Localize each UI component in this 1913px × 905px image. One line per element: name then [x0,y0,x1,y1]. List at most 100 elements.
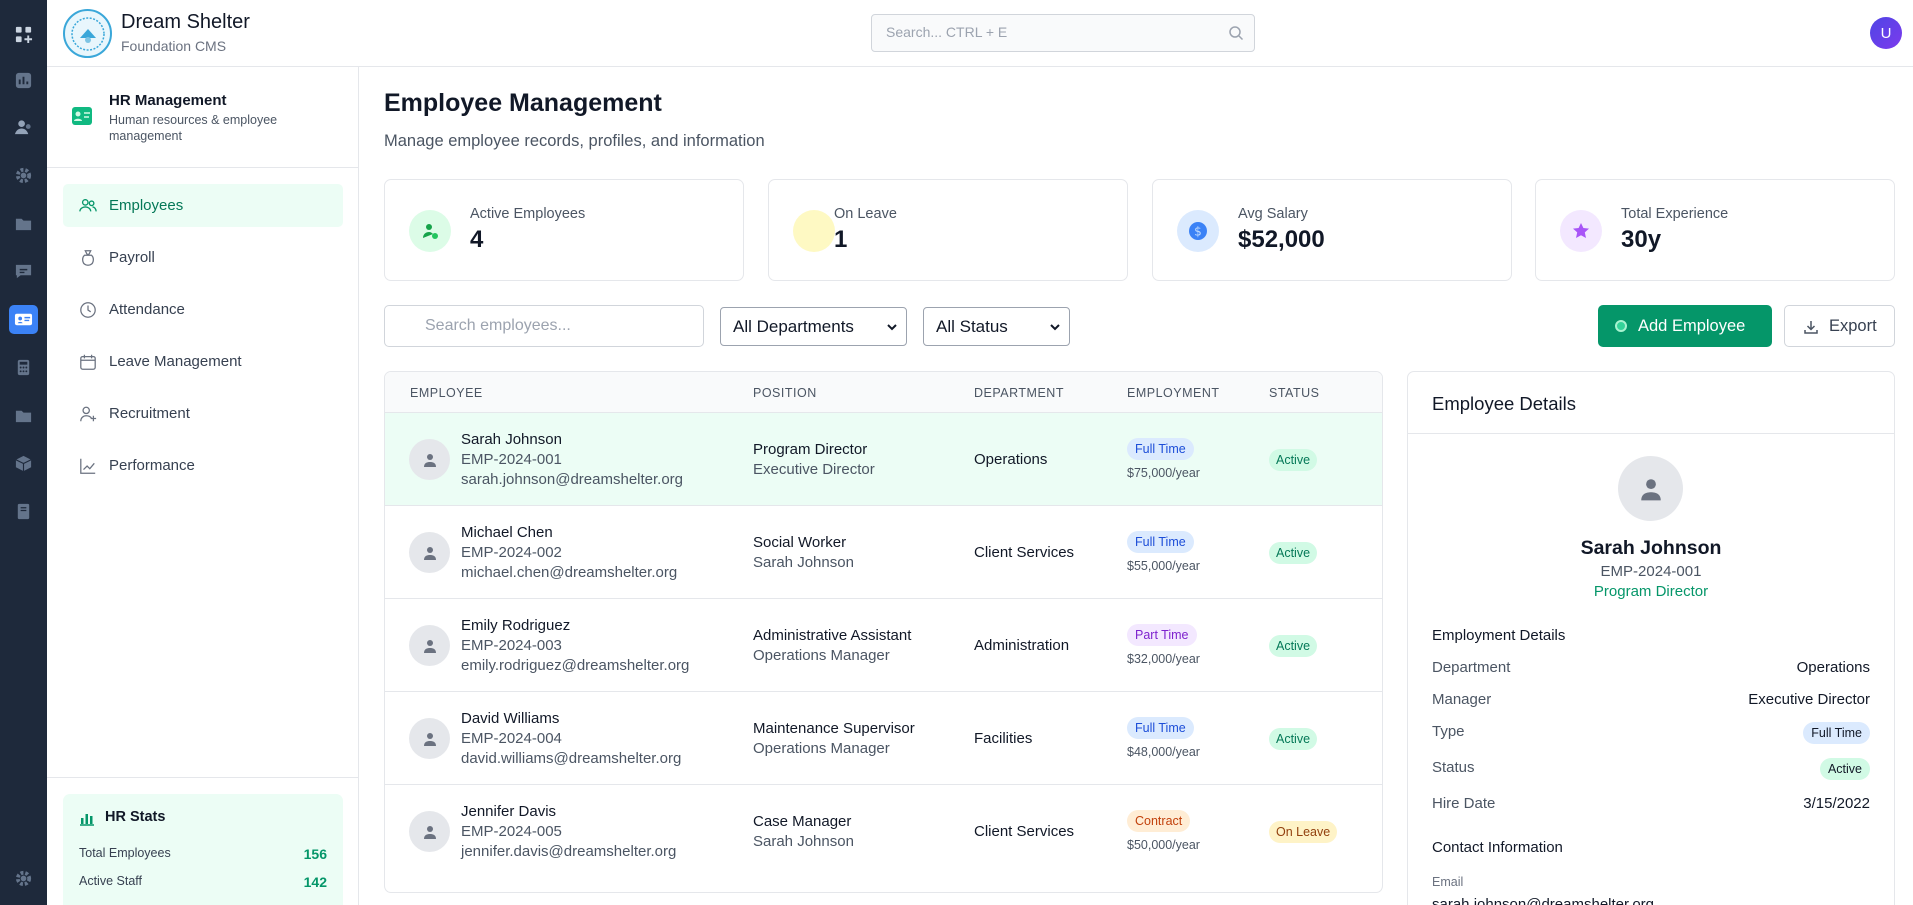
employees-table: EMPLOYEE POSITION DEPARTMENT EMPLOYMENT … [384,371,1383,893]
details-position: Program Director [1593,583,1709,600]
foundation-logo[interactable] [63,9,112,58]
employee-search[interactable] [384,305,704,347]
avatar [1618,456,1683,521]
email-value: sarah.johnson@dreamshelter.org [1432,896,1655,905]
avatar [409,718,450,759]
module-sidebar: HR Management Human resources & employee… [47,67,359,905]
employment-details-heading: Employment Details [1432,627,1566,644]
employment-type-badge: Full Time [1127,531,1194,553]
nav-item-employees[interactable]: Employees [63,184,343,227]
calendar-icon [80,354,96,370]
hire-date-label: Hire Date [1432,795,1496,812]
table-row[interactable]: Jennifer Davis EMP-2024-005 jennifer.dav… [385,785,1382,878]
column-header: DEPARTMENT [974,386,1064,400]
hr-stat-row: Active Staff 142 [79,874,327,890]
stat-value: 1 [834,226,848,253]
trend-chart-icon [80,458,96,474]
contact-info-heading: Contact Information [1432,839,1563,856]
app-title: Dream Shelter [121,11,250,33]
hr-stats-section: HR Stats Total Employees 156 Active Staf… [47,777,358,905]
status-badge: Active [1269,728,1318,750]
employee-details-panel: Employee Details Sarah Johnson EMP-2024-… [1407,371,1895,905]
folder-icon[interactable] [9,209,38,238]
id-card-icon[interactable] [9,305,38,334]
department-label: Department [1432,659,1511,676]
icon-rail [0,0,47,905]
user-avatar[interactable]: U [1870,17,1902,49]
employee-reports-to: Executive Director [753,461,875,478]
table-row[interactable]: Sarah Johnson EMP-2024-001 sarah.johnson… [385,413,1382,506]
employee-salary: $75,000/year [1127,466,1200,480]
folder-icon[interactable] [9,401,38,430]
nav-item-payroll[interactable]: Payroll [63,236,343,279]
status-filter[interactable]: All Status [923,307,1070,346]
table-row[interactable]: David Williams EMP-2024-004 david.willia… [385,692,1382,785]
column-header: POSITION [753,386,817,400]
hire-date-value: 3/15/2022 [1803,795,1870,812]
employment-type-badge: Contract [1127,810,1191,832]
hr-stat-label: Active Staff [79,874,142,888]
nav-item-attendance[interactable]: Attendance [63,288,343,331]
department-filter-value: All Departments [733,316,854,336]
star-icon [1560,210,1602,252]
book-icon[interactable] [9,497,38,526]
details-id: EMP-2024-001 [1600,563,1702,580]
box-icon[interactable] [9,449,38,478]
stat-label: Total Experience [1621,206,1729,222]
gear-icon[interactable] [9,161,38,190]
employee-salary: $48,000/year [1127,745,1200,759]
chevron-down-icon [1050,324,1060,331]
gear-icon[interactable] [9,864,38,893]
apps-grid-icon[interactable] [9,20,38,49]
nav-item-label: Performance [109,457,195,474]
nav-item-performance[interactable]: Performance [63,444,343,487]
employee-department: Client Services [974,544,1075,561]
employee-department: Administration [974,637,1070,654]
status-badge: Active [1269,635,1318,657]
stat-value: 4 [470,226,484,253]
svg-text:$: $ [1194,225,1202,239]
employee-department: Facilities [974,730,1033,747]
employment-type-badge: Full Time [1127,438,1194,460]
stat-label: Active Employees [470,206,586,222]
employee-search-input[interactable] [425,317,685,335]
message-icon[interactable] [9,257,38,286]
add-employee-button[interactable]: Add Employee [1598,305,1772,347]
employee-id: EMP-2024-002 [461,544,562,561]
plus-circle-icon [1615,320,1627,332]
bar-chart-icon [80,814,94,826]
employee-position: Case Manager [753,813,852,830]
nav-item-label: Employees [109,197,184,214]
employee-reports-to: Operations Manager [753,740,890,757]
nav-item-recruitment[interactable]: Recruitment [63,392,343,435]
department-value: Operations [1796,659,1870,676]
download-icon [1804,321,1818,334]
table-row[interactable]: Michael Chen EMP-2024-002 michael.chen@d… [385,506,1382,599]
department-filter[interactable]: All Departments [720,307,907,346]
employee-name: Sarah Johnson [461,431,562,448]
money-bag-icon [82,249,94,266]
hr-stat-row: Total Employees 156 [79,846,327,862]
table-row[interactable]: Emily Rodriguez EMP-2024-003 emily.rodri… [385,599,1382,692]
employee-email: sarah.johnson@dreamshelter.org [461,471,684,488]
employee-reports-to: Sarah Johnson [753,554,854,571]
global-search[interactable] [871,14,1255,52]
chart-icon[interactable] [9,66,38,95]
calculator-icon[interactable] [9,353,38,382]
nav-item-label: Recruitment [109,405,190,422]
stat-card-avg-salary: $ Avg Salary $52,000 [1152,179,1512,281]
employee-email: michael.chen@dreamshelter.org [461,564,678,581]
module-nav: Employees Payroll Attendance Leave Manag… [63,184,343,496]
status-badge: Active [1819,758,1870,780]
leave-icon [793,210,835,252]
nav-item-leave-management[interactable]: Leave Management [63,340,343,383]
users-icon[interactable] [9,113,38,142]
details-header: Employee Details [1408,372,1894,434]
export-button[interactable]: Export [1784,305,1895,347]
details-name: Sarah Johnson [1580,537,1722,559]
stat-card-on-leave: On Leave 1 [768,179,1128,281]
employee-name: Jennifer Davis [461,803,557,820]
global-search-input[interactable] [886,24,1206,40]
module-subtitle: Human resources & employee management [109,113,278,143]
employee-id: EMP-2024-001 [461,451,562,468]
